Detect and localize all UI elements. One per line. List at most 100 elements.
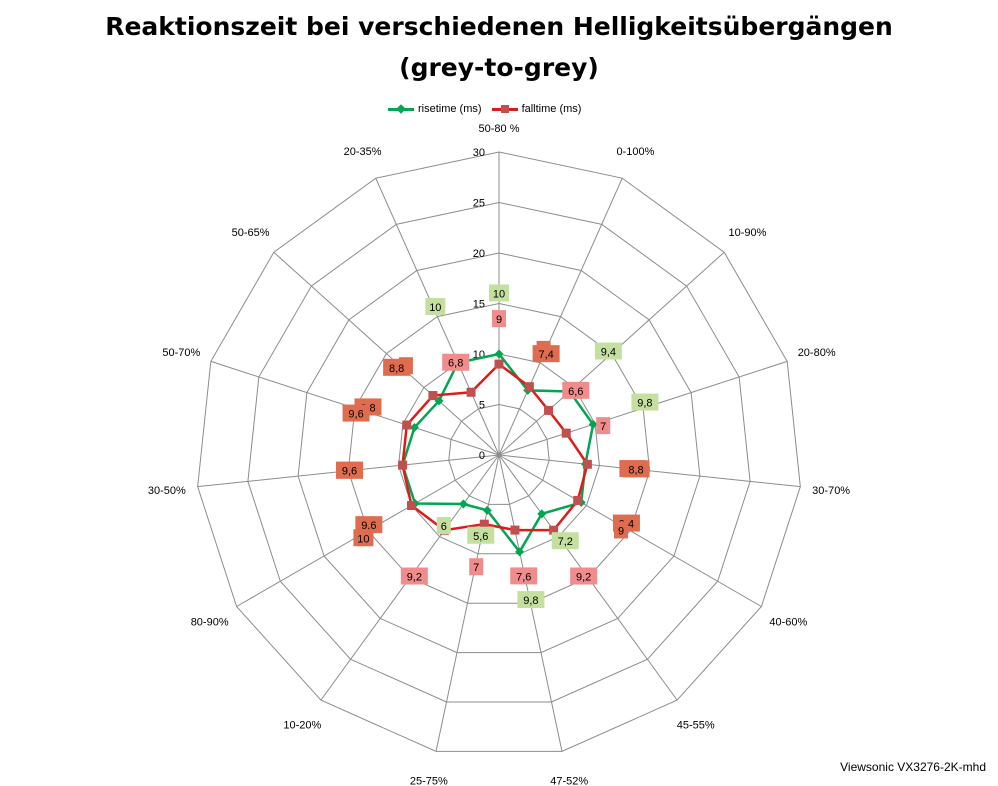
grid-spoke (375, 177, 500, 456)
falltime-point (479, 519, 489, 529)
risetime-data-label: 9,8 (637, 398, 652, 410)
grid-ring (247, 201, 751, 703)
category-label: 50-70% (162, 347, 200, 359)
grid-ring (297, 252, 701, 654)
radial-tick-label: 25 (473, 198, 485, 210)
legend-falltime-line (491, 104, 518, 113)
falltime-point (407, 501, 417, 510)
legend-item-risetime: risetime (ms) (388, 103, 482, 115)
falltime-label-bg (469, 558, 484, 576)
falltime-label-bg (442, 353, 470, 371)
category-label: 30-70% (812, 485, 850, 497)
category-label: 50-65% (232, 227, 270, 239)
legend-item-falltime: falltime (ms) (491, 103, 582, 115)
falltime-data-label: 7 (473, 562, 479, 574)
legend-risetime-line (388, 103, 414, 114)
falltime-point (524, 382, 534, 392)
category-label: 45-55% (677, 719, 715, 731)
falltime-label-bg (400, 567, 428, 585)
falltime-label-bg (383, 358, 411, 376)
radial-tick-label: 30 (473, 147, 485, 159)
category-label: 40-60% (769, 617, 807, 629)
falltime-label-bg (596, 417, 611, 435)
falltime-label-bg (622, 460, 650, 478)
falltime-label-bg (614, 521, 629, 539)
risetime-label-bg (594, 342, 622, 360)
risetime-data-label: 7,2 (558, 536, 573, 548)
falltime-label-bg (570, 567, 598, 585)
falltime-data-label: 7 (600, 421, 606, 433)
radial-tick-label: 15 (473, 299, 485, 311)
falltime-label-bg (342, 404, 370, 422)
risetime-label-bg (631, 393, 659, 411)
chart-subtitle: (grey-to-grey) (399, 53, 599, 82)
legend: risetime (ms) falltime (ms) (388, 101, 581, 117)
radial-tick-label: 5 (479, 400, 485, 412)
falltime-label-bg (492, 310, 506, 328)
risetime-label-bg (489, 284, 509, 302)
falltime-data-label: 9,6 (342, 466, 357, 478)
falltime-point (494, 359, 504, 369)
risetime-data-label: 9,8 (523, 595, 538, 607)
falltime-data-label: 10 (357, 533, 369, 545)
category-label: 80-90% (191, 617, 229, 629)
risetime-data-label: 9,4 (601, 347, 616, 359)
falltime-point (398, 460, 408, 470)
falltime-point (428, 391, 438, 401)
falltime-data-label: 7,4 (538, 349, 553, 361)
risetime-data-label: 6 (441, 521, 447, 533)
grid-spoke (435, 454, 500, 752)
radial-tick-label: 20 (473, 248, 485, 260)
grid-ring (398, 353, 600, 555)
falltime-label-bg (353, 529, 374, 547)
risetime-label-bg (355, 516, 383, 534)
falltime-point (582, 459, 592, 469)
category-label: 50-80 % (479, 123, 520, 135)
diamond-marker-icon (396, 103, 406, 114)
falltime-label-bg (336, 461, 364, 479)
risetime-label-bg (436, 516, 451, 534)
falltime-point (544, 405, 554, 415)
falltime-point (561, 428, 571, 438)
square-marker-icon (500, 104, 509, 113)
falltime-data-label: 6,8 (448, 358, 463, 370)
falltime-point (402, 420, 412, 430)
falltime-label-bg (532, 345, 560, 363)
risetime-data-label: 5,6 (473, 531, 488, 543)
falltime-data-label: 9 (618, 525, 624, 537)
risetime-data-label: 10 (429, 302, 441, 314)
falltime-data-label: 8,8 (389, 363, 404, 375)
falltime-data-label: 9,2 (407, 572, 422, 584)
falltime-data-label: 7,6 (516, 571, 531, 583)
chart-title: Reaktionszeit bei verschiedenen Helligke… (105, 12, 893, 41)
grid-ring (197, 151, 801, 752)
category-label: 20-35% (344, 146, 382, 158)
falltime-label-bg (510, 567, 538, 585)
monitor-model-caption: Viewsonic VX3276-2K-mhd (840, 760, 986, 774)
risetime-label-bg (467, 526, 495, 544)
falltime-data-label: 9,6 (348, 409, 363, 421)
risetime-point (537, 509, 547, 519)
grid-spoke (498, 177, 623, 456)
legend-falltime-label: falltime (ms) (521, 103, 582, 115)
series-line-risetime (401, 352, 595, 555)
risetime-data-label: 10 (493, 288, 505, 300)
grid-spoke (273, 251, 500, 456)
falltime-point (549, 525, 559, 535)
risetime-point (482, 505, 492, 515)
falltime-point (573, 495, 583, 505)
risetime-point (588, 419, 598, 429)
falltime-label-bg (562, 381, 590, 399)
falltime-data-label: 9 (496, 314, 502, 326)
category-label: 25-75% (410, 776, 448, 786)
risetime-label-bg (425, 297, 446, 315)
falltime-point (510, 525, 520, 535)
risetime-point (458, 499, 468, 509)
category-label: 10-90% (728, 227, 766, 239)
risetime-label-bg (517, 591, 545, 609)
radial-tick-label: 0 (479, 450, 485, 462)
grid-spoke (498, 454, 801, 488)
risetime-point (515, 547, 525, 557)
category-label: 0-100% (616, 146, 654, 158)
series-line-falltime (401, 362, 589, 532)
